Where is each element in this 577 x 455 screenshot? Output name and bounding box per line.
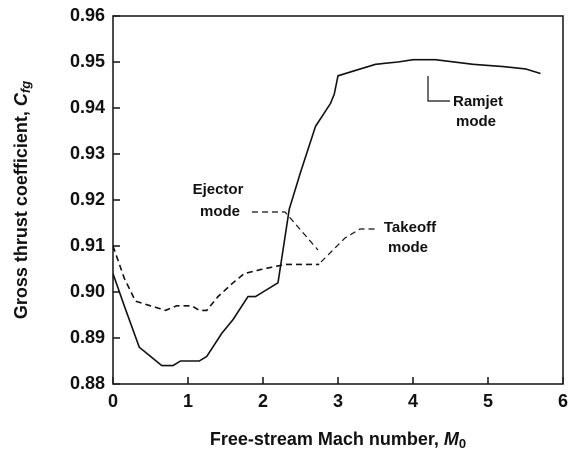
x-tick-label: 4 — [408, 391, 418, 411]
annotation: mode — [200, 203, 240, 220]
data-line — [112, 245, 320, 312]
annotation: mode — [388, 239, 428, 256]
x-tick-label: 2 — [258, 391, 268, 411]
y-axis-label: Gross thrust coefficient, Cfg — [11, 81, 34, 319]
y-tick-label: 0.89 — [70, 327, 105, 347]
annotation: Ejector — [193, 181, 244, 198]
y-tick-label: 0.96 — [70, 5, 105, 25]
y-tick-label: 0.94 — [70, 97, 105, 117]
leader-line — [320, 228, 376, 263]
x-tick-label: 6 — [558, 391, 568, 411]
y-tick-label: 0.88 — [70, 373, 105, 393]
leader-line — [252, 211, 319, 251]
leader-line — [427, 76, 450, 102]
x-tick-label: 3 — [333, 391, 343, 411]
y-tick-label: 0.91 — [70, 235, 105, 255]
y-tick-label: 0.90 — [70, 281, 105, 301]
x-tick-label: 1 — [183, 391, 193, 411]
annotation: Ramjet — [453, 93, 503, 110]
x-axis-label: Free-stream Mach number, M0 — [210, 429, 466, 452]
x-tick-label: 5 — [483, 391, 493, 411]
y-tick-label: 0.95 — [70, 51, 105, 71]
x-tick-label: 0 — [108, 391, 118, 411]
y-tick-label: 0.93 — [70, 143, 105, 163]
annotation: mode — [456, 113, 496, 130]
annotation: Takeoff — [384, 219, 437, 236]
plot-frame — [112, 15, 564, 385]
y-tick-label: 0.92 — [70, 189, 105, 209]
data-line — [112, 58, 541, 367]
